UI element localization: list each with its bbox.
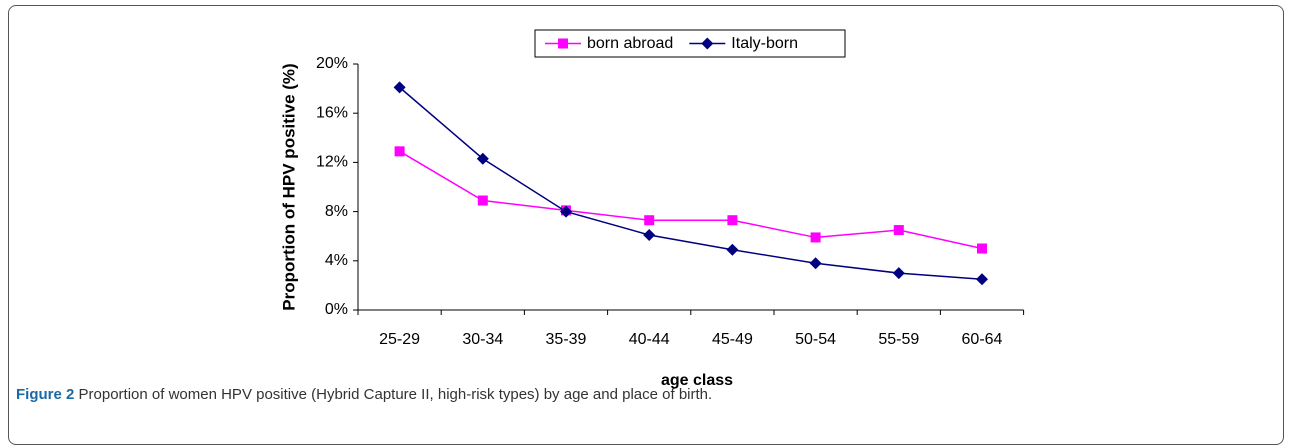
chart: Proportion of HPV positive (%) age class… bbox=[279, 29, 1025, 389]
legend-marker bbox=[558, 38, 568, 49]
y-tick-label: 4% bbox=[325, 252, 348, 269]
y-tick-label: 20% bbox=[316, 55, 348, 72]
series-line bbox=[399, 150, 983, 250]
point bbox=[809, 257, 822, 270]
page: {"chart_data": {"type": "line", "categor… bbox=[8, 5, 1284, 445]
legend-box bbox=[534, 29, 846, 58]
point bbox=[977, 243, 987, 254]
point bbox=[476, 152, 489, 165]
point bbox=[976, 273, 988, 286]
y-tick-label: 0% bbox=[325, 301, 348, 318]
caption-text: Proportion of women HPV positive (Hybrid… bbox=[78, 386, 713, 403]
point bbox=[727, 215, 738, 226]
point bbox=[394, 146, 405, 157]
x-tick-label: 25-29 bbox=[379, 331, 420, 348]
y-tick-label: 16% bbox=[316, 104, 348, 121]
caption: Figure 2 Proportion of women HPV positiv… bbox=[16, 386, 712, 403]
x-tick-label: 35-39 bbox=[546, 331, 587, 348]
point bbox=[892, 267, 905, 280]
point bbox=[893, 225, 904, 236]
y-axis-label: Proportion of HPV positive (%) bbox=[279, 63, 298, 310]
x-tick-label: 60-64 bbox=[962, 331, 1003, 348]
x-tick-label: 30-34 bbox=[462, 331, 503, 348]
point bbox=[560, 205, 572, 218]
point bbox=[393, 81, 406, 94]
legend-label: born abroad bbox=[587, 35, 673, 52]
series-line bbox=[399, 86, 983, 280]
legend-marker bbox=[701, 37, 714, 50]
x-tick-label: 45-49 bbox=[712, 331, 753, 348]
x-tick-label: 40-44 bbox=[629, 331, 670, 348]
y-tick-label: 8% bbox=[325, 203, 348, 220]
x-tick-label: 50-54 bbox=[795, 331, 836, 348]
x-axis-label: age class bbox=[661, 372, 733, 389]
point bbox=[810, 232, 821, 243]
point bbox=[644, 215, 655, 226]
point bbox=[477, 195, 488, 206]
legend-label: Italy-born bbox=[731, 35, 798, 52]
point bbox=[643, 228, 656, 241]
y-tick-label: 12% bbox=[316, 154, 348, 171]
x-tick-label: 55-59 bbox=[878, 331, 919, 348]
point bbox=[726, 243, 739, 256]
caption-label: Figure 2 bbox=[16, 386, 75, 403]
